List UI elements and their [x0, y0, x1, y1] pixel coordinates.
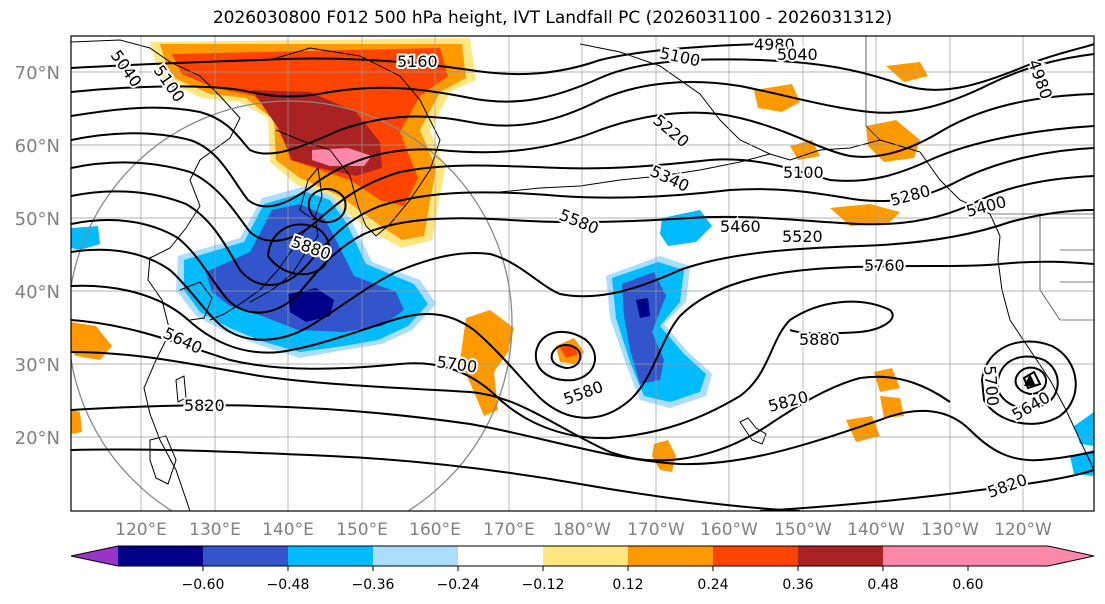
colorbar-segment: [798, 546, 883, 566]
shade-orange-gulf: [830, 204, 900, 226]
contour-label-5760: 5760: [864, 256, 905, 275]
contour-label-5880: 5880: [799, 330, 840, 349]
low-marker: [1024, 374, 1036, 386]
colorbar-segment: [373, 546, 458, 566]
coast-aleutians: [499, 153, 771, 193]
lat-axis: 70°N 60°N 50°N 40°N 30°N 20°N: [15, 63, 60, 449]
coast-kamchatka: [269, 47, 441, 237]
shade-orange-east1: [874, 368, 900, 392]
lat-label: 30°N: [15, 355, 60, 376]
contour-label-5820-west: 5820: [184, 396, 225, 415]
coast-korea: [179, 281, 213, 321]
contour-label-5520: 5520: [782, 227, 823, 246]
colorbar-outline: [70, 545, 1095, 567]
plot-title: 2026030800 F012 500 hPa height, IVT Land…: [212, 8, 893, 28]
lon-label: 130°E: [189, 520, 241, 540]
colorbar-tick-label: −0.36: [352, 577, 395, 593]
shade-orange-170e: [460, 310, 514, 416]
shade-orange-alaska2: [866, 120, 920, 162]
lat-label: 40°N: [15, 282, 60, 303]
colorbar-tick-label: 0.48: [867, 577, 898, 593]
lat-label: 60°N: [15, 136, 60, 157]
colorbar: −0.60 −0.48 −0.36 −0.24 −0.12 0.12 0.24 …: [70, 545, 1095, 593]
colorbar-tick-label: −0.12: [522, 577, 565, 593]
lon-axis: 120°E 130°E 140°E 150°E 160°E 170°E 180°…: [115, 520, 1052, 540]
coast-philippines: [149, 435, 177, 485]
shade-navy-japan: [288, 288, 334, 322]
colorbar-labels: −0.60 −0.48 −0.36 −0.24 −0.12 0.12 0.24 …: [182, 577, 984, 593]
contour-label-5460: 5460: [720, 217, 761, 236]
lon-label: 160°W: [700, 520, 758, 540]
lat-label: 50°N: [15, 209, 60, 230]
lon-label: 120°W: [994, 520, 1052, 540]
lon-label: 120°E: [115, 520, 167, 540]
coast-taiwan: [175, 375, 187, 403]
colorbar-tick-label: −0.48: [267, 577, 310, 593]
colorbar-tick-label: 0.12: [612, 577, 643, 593]
colorbar-segment: [883, 546, 968, 566]
lat-label: 70°N: [15, 63, 60, 84]
colorbar-segment: [203, 546, 288, 566]
coast-asia: [71, 39, 241, 511]
coast-hawaii: [739, 417, 767, 445]
colorbar-segment: [118, 546, 203, 566]
lon-label: 170°E: [483, 520, 535, 540]
shade-navy-central: [636, 298, 650, 318]
colorbar-segment: [628, 546, 713, 566]
lon-label: 150°E: [336, 520, 388, 540]
lon-label: 160°E: [409, 520, 461, 540]
colorbar-extend-min: [71, 546, 118, 566]
colorbar-segment: [543, 546, 628, 566]
lon-label: 180°W: [553, 520, 611, 540]
shade-blue-central: [622, 272, 666, 384]
colorbar-tick-label: −0.24: [437, 577, 480, 593]
colorbar-tick-label: 0.60: [952, 577, 983, 593]
shade-orange-westedge: [71, 322, 112, 360]
contour-label-5160: 5160: [397, 52, 438, 71]
contour-label-5700-east: 5700: [980, 365, 1002, 407]
colorbar-segment: [458, 546, 543, 566]
height-contours: [71, 43, 1094, 511]
lon-label: 140°E: [262, 520, 314, 540]
lon-label: 130°W: [921, 520, 979, 540]
colorbar-tick-label: 0.36: [782, 577, 813, 593]
colorbar-ticks: [202, 566, 969, 571]
contour-label-5040-north: 5040: [777, 45, 818, 64]
shade-orange-east2: [880, 396, 904, 418]
lat-label: 20°N: [15, 428, 60, 449]
reference-circle: [71, 100, 513, 511]
gridlines: [71, 36, 1094, 511]
colorbar-segment: [713, 546, 798, 566]
contour-label-4980: 4980: [754, 35, 795, 54]
lon-label: 150°W: [774, 520, 832, 540]
colorbar-segment: [288, 546, 373, 566]
coast-na-west: [997, 235, 1094, 471]
lon-label: 140°W: [847, 520, 905, 540]
shade-orange-westedge2: [71, 410, 82, 434]
colorbar-tick-label: 0.24: [697, 577, 728, 593]
map-frame: [70, 35, 1095, 512]
lon-label: 170°W: [627, 520, 685, 540]
colorbar-tick-label: −0.60: [182, 577, 225, 593]
contour-label-5100-alaska: 5100: [783, 163, 824, 182]
